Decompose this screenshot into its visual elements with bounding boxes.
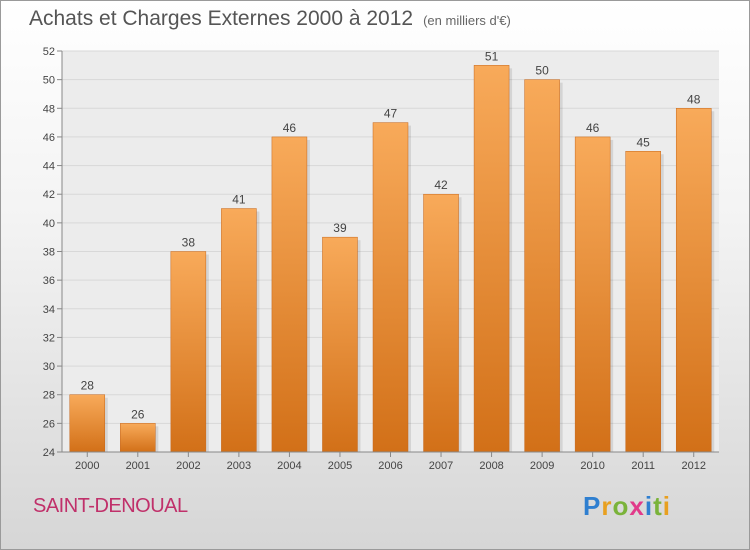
- logo-letter: i: [662, 491, 671, 521]
- y-tick-label: 38: [43, 247, 55, 259]
- y-tick-label: 40: [43, 218, 55, 230]
- bar-2001: [120, 423, 156, 453]
- labels: 24 26 28 30 32 34 36 38 40 42 44 46 48 50 52 28 2000 26 20…: [43, 46, 706, 472]
- x-tick-label: 2000: [75, 460, 99, 472]
- bar-2006: [372, 122, 409, 453]
- data-label: 50: [535, 64, 549, 78]
- chart-title: Achats et Charges Externes 2000 à 2012: [29, 7, 414, 30]
- commune-name: SAINT-DENOUAL: [33, 495, 188, 517]
- bar-2012: [675, 108, 712, 453]
- data-label: 45: [637, 135, 651, 149]
- x-tick-label: 2011: [631, 460, 655, 472]
- x-tick-label: 2008: [479, 460, 503, 472]
- axes: [57, 50, 719, 457]
- x-tick-label: 2001: [126, 460, 150, 472]
- y-tick-label: 30: [43, 361, 55, 373]
- logo-letter: i: [644, 491, 654, 521]
- data-label: 38: [182, 236, 196, 250]
- bar-2011: [625, 151, 661, 453]
- bar-2000: [69, 394, 106, 453]
- x-tick-label: 2009: [530, 460, 554, 472]
- y-tick-label: 24: [43, 447, 55, 459]
- data-label: 51: [485, 49, 499, 63]
- bar-2005: [322, 236, 358, 453]
- data-label: 46: [283, 121, 297, 135]
- data-label: 42: [434, 178, 448, 192]
- x-tick-label: 2005: [328, 460, 352, 472]
- y-tick-label: 28: [43, 390, 55, 402]
- x-tick-label: 2002: [176, 460, 200, 472]
- y-tick-label: 36: [43, 275, 55, 287]
- chart-subtitle: (en milliers d'€): [423, 13, 511, 28]
- y-tick-label: 34: [43, 304, 55, 316]
- bars: [69, 65, 715, 453]
- bar-2002: [170, 251, 207, 453]
- x-tick-label: 2007: [429, 460, 453, 472]
- logo-letter: t: [653, 491, 663, 521]
- data-label: 47: [384, 107, 398, 121]
- y-tick-label: 48: [43, 103, 55, 115]
- y-tick-label: 44: [43, 161, 55, 173]
- y-tick-label: 42: [43, 189, 55, 201]
- x-tick-label: 2012: [681, 460, 705, 472]
- bar-2007: [423, 193, 459, 453]
- y-tick-label: 32: [43, 332, 55, 344]
- x-tick-label: 2010: [580, 460, 604, 472]
- data-label: 26: [131, 407, 145, 421]
- x-tick-label: 2006: [378, 460, 402, 472]
- y-tick-label: 46: [43, 132, 55, 144]
- x-tick-label: 2004: [277, 460, 301, 472]
- logo-letter: r: [601, 491, 613, 521]
- bar-2008: [473, 65, 510, 453]
- proxiti-logo: Proxiti: [583, 491, 671, 522]
- data-label: 41: [232, 193, 246, 207]
- y-tick-label: 26: [43, 418, 55, 430]
- data-label: 28: [81, 379, 95, 393]
- data-label: 46: [586, 121, 600, 135]
- bar-2003: [221, 208, 257, 453]
- x-tick-label: 2003: [227, 460, 251, 472]
- bar-2010: [574, 136, 611, 453]
- y-tick-label: 50: [43, 75, 55, 87]
- logo-letter: o: [612, 491, 630, 521]
- bar-2009: [524, 79, 560, 453]
- bar-2004: [271, 136, 308, 453]
- logo-letter: P: [583, 491, 602, 521]
- y-tick-label: 52: [43, 46, 55, 58]
- data-label: 48: [687, 92, 701, 106]
- data-label: 39: [333, 221, 347, 235]
- chart-title-block: Achats et Charges Externes 2000 à 2012 (e…: [29, 7, 511, 31]
- logo-letter: x: [629, 491, 645, 521]
